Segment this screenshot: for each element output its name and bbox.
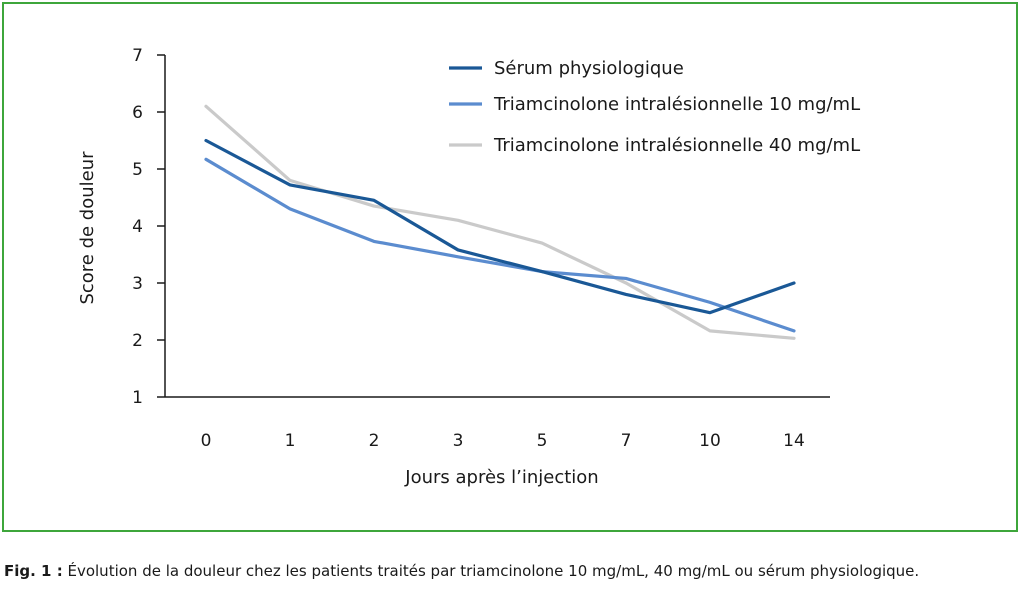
line-chart: 1 2 3 4 5 6 7 0 1 2 3 5 7 10 14 Score de douleur Jour… bbox=[77, 46, 860, 488]
y-tick-label: 7 bbox=[132, 46, 143, 66]
y-axis-ticks: 1 2 3 4 5 6 7 bbox=[132, 46, 165, 408]
caption-label: Fig. 1 : bbox=[4, 562, 63, 580]
y-tick-label: 6 bbox=[132, 103, 143, 123]
legend-label-1: Sérum physiologique bbox=[494, 58, 684, 79]
x-tick-label: 1 bbox=[285, 431, 296, 451]
x-tick-label: 3 bbox=[453, 431, 464, 451]
y-tick-label: 2 bbox=[132, 331, 143, 351]
x-tick-label: 5 bbox=[537, 431, 548, 451]
y-axis-title: Score de douleur bbox=[77, 151, 98, 305]
x-axis-title: Jours après l’injection bbox=[404, 467, 598, 488]
x-tick-label: 7 bbox=[621, 431, 632, 451]
y-tick-label: 5 bbox=[132, 160, 143, 180]
x-tick-label: 14 bbox=[783, 431, 805, 451]
series-lines bbox=[204, 104, 796, 340]
x-tick-label: 2 bbox=[369, 431, 380, 451]
legend-label-3: Triamcinolone intralésionnelle 40 mg/mL bbox=[493, 135, 860, 156]
legend: Sérum physiologique Triamcinolone intralé… bbox=[449, 58, 860, 156]
x-axis-ticks: 0 1 2 3 5 7 10 14 bbox=[201, 431, 805, 451]
legend-label-2: Triamcinolone intralésionnelle 10 mg/mL bbox=[493, 94, 860, 115]
x-tick-label: 10 bbox=[699, 431, 721, 451]
series-line-2 bbox=[204, 157, 796, 333]
series-line-3 bbox=[204, 104, 796, 340]
y-tick-label: 3 bbox=[132, 274, 143, 294]
x-tick-label: 0 bbox=[201, 431, 212, 451]
figure-caption: Fig. 1 : Évolution de la douleur chez le… bbox=[4, 561, 1020, 582]
y-tick-label: 4 bbox=[132, 217, 143, 237]
y-tick-label: 1 bbox=[132, 388, 143, 408]
figure-frame bbox=[2, 2, 1018, 532]
caption-text: Évolution de la douleur chez les patient… bbox=[62, 562, 920, 580]
series-line-1 bbox=[204, 138, 796, 315]
